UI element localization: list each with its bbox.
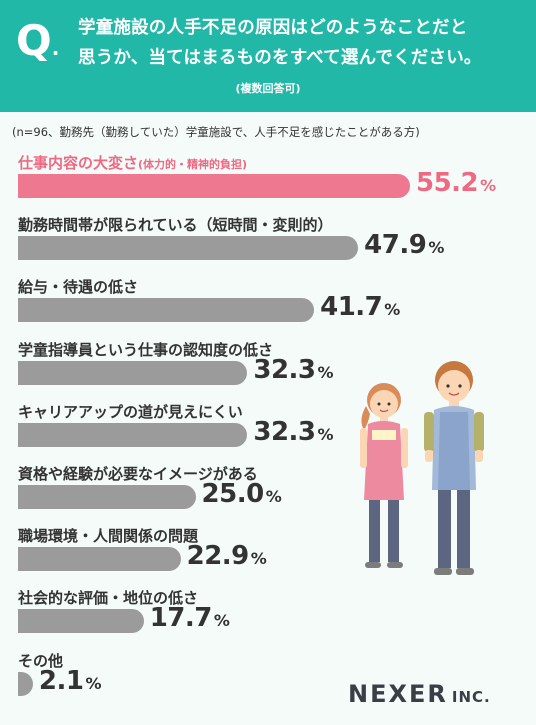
bar-label: 職場環境・人間関係の問題 [18,525,198,546]
bar-label: 社会的な評価・地位の低さ [18,587,198,608]
bar [18,236,359,261]
bar-value-label: 47.9% [364,230,444,260]
girl-figure [360,383,408,568]
bar-label-text: 職場環境・人間関係の問題 [18,527,199,546]
bar-value-label: 17.7% [150,603,230,633]
bar-value-unit: % [265,487,282,506]
bar-value-unit: % [213,611,230,631]
bar-label-text: 社会的な評価・地位の低さ [18,589,199,608]
bar-value-number: 22.9 [186,541,250,572]
bar-label: 給与・待遇の低さ [18,276,138,297]
bar [18,609,144,634]
bar-value-unit: % [85,673,101,693]
bar-label: 勤務時間帯が限られている（短時間・変則的） [18,214,333,235]
bar-label-text: 仕事内容の大変さ [18,154,139,172]
bar-label: キャリアアップの道が見えにくい [18,401,243,422]
bar-value-label: 25.0% [202,479,282,509]
bar [18,485,196,509]
bar-label: 仕事内容の大変さ(体力的・精神的負担) [18,152,247,173]
bar [18,174,410,198]
bar-value-label: 32.3% [253,417,333,447]
bar [18,360,248,385]
bar [18,298,315,323]
bar-value-unit: % [317,362,334,382]
bar-label-text: 資格や経験が必要なイメージがある [18,465,258,483]
bar-value-unit: % [250,549,267,569]
boy-figure [424,361,484,575]
bar-value-label: 55.2% [416,168,496,198]
bar-label: その他 [18,650,63,671]
bar-value-number: 47.9 [364,230,427,261]
bar-label-text: キャリアアップの道が見えにくい [18,402,243,421]
bar-value-number: 2.1 [38,665,84,696]
bar-label-text: 学童指導員という仕事の認知度の低さ [18,340,274,359]
bar-label-sub: (体力的・精神的負担) [138,158,248,171]
bar-value-label: 41.7% [320,292,400,322]
bar-label: 資格や経験が必要なイメージがある [18,463,258,484]
question-line-1: 学童施設の人手不足の原因はどのようなことだと [78,18,468,38]
bar-label-text: 勤務時間帯が限られている（短時間・変則的） [18,216,333,235]
bar-value-label: 2.1% [38,665,102,696]
bar-value-label: 32.3% [253,355,333,385]
brand-logo: NEXER INC. [348,680,491,708]
bar-value-unit: % [480,176,496,195]
bar-value-label: 22.9% [187,541,267,571]
bar-label: 学童指導員という仕事の認知度の低さ [18,339,273,360]
sample-note: (n=96、勤務先（勤務していた）学童施設で、人手不足を感じたことがある方) [12,125,420,139]
bar-value-number: 55.2 [416,168,479,198]
bar-value-number: 32.3 [253,416,316,447]
bar-value-unit: % [317,424,334,444]
bar-value-unit: % [428,238,444,258]
question-header: Q. 学童施設の人手不足の原因はどのようなことだと 思うか、当てはまるものをすべ… [0,0,536,112]
bar-value-unit: % [384,300,400,320]
bar [18,547,181,572]
bar-value-number: 32.3 [253,354,316,385]
bar-value-number: 25.0 [201,479,265,509]
bar [18,671,33,696]
bar-value-number: 17.7 [149,603,213,634]
question-mark: Q. [16,16,60,65]
bar-label-text: その他 [18,651,64,670]
question-note: (複数回答可) [235,82,301,95]
question-line-2: 思うか、当てはまるものをすべて選んでください。 [78,48,482,68]
bar-value-number: 41.7 [320,292,383,323]
bar [18,422,248,447]
bar-label-text: 給与・待遇の低さ [18,278,139,297]
children-illustration [360,361,484,575]
